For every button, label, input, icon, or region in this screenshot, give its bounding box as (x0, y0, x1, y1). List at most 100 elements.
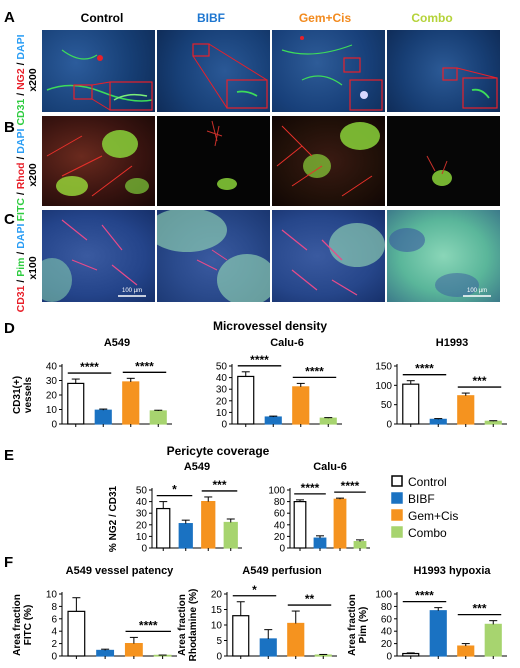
sig-label-0: **** (139, 618, 158, 632)
y-tick-label: 50 (381, 400, 393, 411)
bar-1 (178, 523, 193, 549)
row-label-b-part-2: Rhod (15, 162, 27, 189)
y-axis-label: FITC (%) (23, 605, 34, 646)
bar-3 (223, 521, 238, 549)
bar-3 (484, 420, 502, 425)
bar-0 (402, 383, 420, 425)
sig-label-1: *** (212, 478, 226, 492)
legend-label-1: BIBF (408, 492, 435, 506)
y-tick-label: 60 (381, 614, 393, 625)
y-tick-label: 10 (46, 590, 58, 601)
chart-title: A549 perfusion (242, 565, 322, 577)
legend-swatch-0 (391, 475, 403, 487)
row-label-c-part-1: / (15, 277, 27, 286)
chart-title: H1993 hypoxia (413, 565, 491, 577)
y-axis-label: Pim (%) (358, 607, 369, 644)
bar-1 (96, 649, 115, 657)
sig-label-1: *** (472, 602, 486, 616)
chart-title: A549 vessel patency (66, 565, 175, 577)
scale-bar-label-c-combo: 100 µm (467, 288, 487, 294)
sig-label-1: **** (135, 359, 154, 373)
y-axis-label: CD31(+) (12, 376, 23, 414)
y-tick-label: 20 (46, 391, 58, 402)
legend-label-0: Control (408, 475, 447, 489)
legend-label-2: Gem+Cis (408, 509, 458, 523)
bar-2 (333, 498, 347, 549)
y-tick-label: 80 (381, 602, 393, 613)
row-label-c: CD31 / Pim / DAPI (15, 224, 27, 313)
micrograph-b-combo (387, 116, 500, 206)
y-axis-label: Area fraction (347, 594, 358, 656)
y-axis-label: Rhodamine (%) (188, 589, 199, 662)
row-label-a-part-0: CD31 (15, 99, 27, 126)
y-tick-label: 100 (375, 590, 392, 601)
y-axis-label: Area fraction (12, 594, 23, 656)
micrograph-c-gemcis (272, 210, 385, 302)
chart-f-perfusion: A549 perfusion Area fraction Rhodamine (%)… (177, 565, 337, 663)
y-tick-label: 4 (51, 627, 57, 638)
y-tick-label: 40 (274, 520, 286, 531)
col-label-combo: Combo (411, 11, 452, 25)
sig-label-0: * (252, 583, 257, 597)
legend-swatch-1 (391, 492, 403, 504)
legend-label-3: Combo (408, 526, 447, 540)
y-tick-label: 20 (381, 639, 393, 650)
bar-2 (122, 381, 140, 425)
row-label-b-part-0: FITC (15, 198, 27, 222)
y-tick-label: 10 (46, 405, 58, 416)
row-label-b-mag: x200 (27, 163, 39, 187)
micrograph-c-bibf (157, 210, 270, 302)
bar-2 (457, 645, 475, 657)
y-tick-label: 10 (136, 532, 148, 543)
y-tick-label: 30 (216, 385, 228, 396)
chart-title: Calu-6 (313, 461, 347, 473)
row-label-a-part-3: / (15, 60, 27, 69)
y-tick-label: 2 (51, 639, 57, 650)
row-label-b: FITC / Rhod / DAPI (15, 129, 27, 222)
y-tick-label: 100 (375, 381, 392, 392)
micrograph-b-control (42, 116, 155, 206)
section-title-d: Microvessel density (213, 319, 327, 333)
bar-1 (264, 416, 282, 425)
bar-1 (94, 409, 112, 425)
sig-label-0: **** (415, 589, 434, 603)
legend-swatch-3 (391, 526, 403, 538)
y-tick-label: 10 (216, 408, 228, 419)
bar-0 (156, 507, 171, 549)
scale-bar-label-c-control: 100 µm (122, 288, 142, 294)
bar-3 (314, 654, 332, 657)
row-label-c-part-4: DAPI (15, 224, 27, 249)
row-labels: CD31 / NG2 / DAPI x200 FITC / Rhod / DAP… (15, 34, 39, 313)
micrograph-a-combo (387, 30, 500, 112)
bar-2 (287, 622, 305, 657)
y-tick-label: 8 (51, 602, 57, 613)
row-label-a-part-2: NG2 (15, 68, 27, 90)
row-label-b-part-4: DAPI (15, 129, 27, 154)
sig-label-0: **** (301, 481, 320, 495)
row-label-c-part-2: Pim (15, 257, 27, 276)
bar-0 (237, 375, 255, 425)
y-tick-label: 30 (46, 376, 58, 387)
y-tick-label: 0 (141, 544, 147, 555)
y-tick-label: 20 (216, 396, 228, 407)
y-tick-label: 20 (136, 520, 148, 531)
sig-label-0: **** (415, 362, 434, 376)
y-tick-label: 0 (221, 420, 227, 431)
sig-label-0: **** (80, 360, 99, 374)
row-label-a-part-1: / (15, 90, 27, 99)
bar-0 (402, 652, 420, 657)
bar-2 (457, 395, 475, 425)
section-title-e: Pericyte coverage (167, 444, 270, 458)
y-tick-label: 150 (375, 362, 392, 373)
y-tick-label: 30 (136, 509, 148, 520)
y-tick-label: 0 (386, 420, 392, 431)
y-tick-label: 0 (279, 544, 285, 555)
bar-2 (124, 642, 143, 657)
bar-1 (313, 537, 327, 549)
y-tick-label: 0 (386, 652, 392, 663)
y-tick-label: 40 (216, 373, 228, 384)
row-label-c-part-0: CD31 (15, 285, 27, 312)
